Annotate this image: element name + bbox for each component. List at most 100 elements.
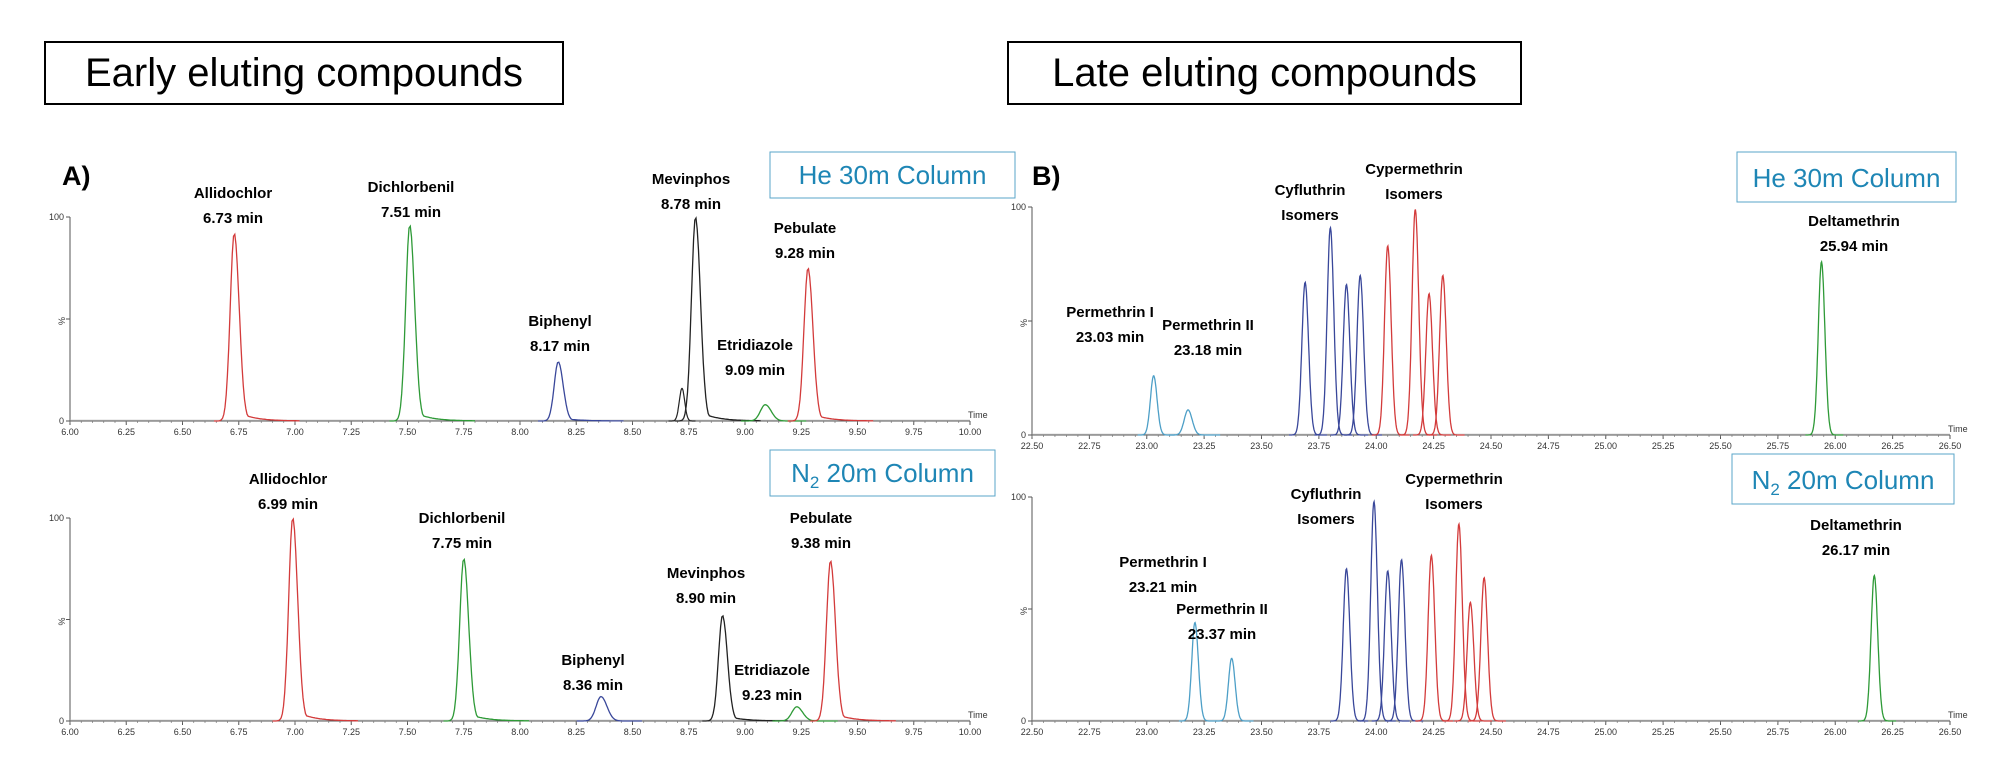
peak-5 xyxy=(1371,569,1410,722)
x-tick-label: 24.00 xyxy=(1365,727,1388,737)
peak-label: 6.99 min xyxy=(258,496,318,513)
x-axis-label: Time xyxy=(1948,710,1968,720)
peak-label: Biphenyl xyxy=(528,313,591,330)
early-section-title: Early eluting compounds xyxy=(44,41,564,105)
x-tick-label: 24.50 xyxy=(1480,441,1503,451)
peak-label: Permethrin I xyxy=(1119,554,1207,571)
x-tick-label: 9.50 xyxy=(849,727,867,737)
x-tick-label: 23.25 xyxy=(1193,441,1216,451)
peak-5 xyxy=(1330,282,1369,436)
column-label: N2 20m Column xyxy=(1752,465,1935,499)
peak-label: 8.90 min xyxy=(676,590,736,607)
peak-label: Cypermethrin xyxy=(1365,161,1463,178)
peak-11 xyxy=(1858,573,1897,722)
column-label-box xyxy=(1736,151,1957,203)
x-tick-label: 6.00 xyxy=(61,727,79,737)
x-tick-label: 25.25 xyxy=(1652,727,1675,737)
x-tick-label: 23.50 xyxy=(1250,727,1273,737)
x-tick-label: 25.00 xyxy=(1594,727,1617,737)
peak-label: 23.37 min xyxy=(1188,626,1256,643)
x-tick-label: 8.25 xyxy=(567,727,585,737)
y-tick-label: 100 xyxy=(49,212,64,222)
peak-label: 7.75 min xyxy=(432,535,492,552)
peak-10 xyxy=(1468,576,1506,722)
peak-label: Etridiazole xyxy=(717,337,793,354)
peak-3 xyxy=(538,361,624,422)
y-axis-label: % xyxy=(57,618,67,626)
x-tick-label: 9.25 xyxy=(792,427,810,437)
peak-6 xyxy=(810,559,896,722)
x-tick-label: 25.00 xyxy=(1594,441,1617,451)
chart-panel-3: 22.50 22.75 23.00 23.25 23.50 23.75 24.00 24.25… xyxy=(1011,151,1968,451)
x-tick-label: 23.25 xyxy=(1193,727,1216,737)
x-tick-label: 7.75 xyxy=(455,427,473,437)
peak-label: Isomers xyxy=(1385,186,1443,203)
peak-6 xyxy=(787,267,874,422)
x-tick-label: 26.50 xyxy=(1939,441,1962,451)
x-tick-label: 8.50 xyxy=(624,427,642,437)
peak-2 xyxy=(389,224,475,422)
peak-label: 9.23 min xyxy=(742,687,802,704)
x-tick-label: 23.75 xyxy=(1308,441,1331,451)
peak-label: 8.17 min xyxy=(530,338,590,355)
peak-label: Dichlorbenil xyxy=(419,510,506,527)
y-tick-label: 0 xyxy=(1021,716,1026,726)
peak-4 xyxy=(675,216,761,422)
x-tick-label: 22.50 xyxy=(1021,727,1044,737)
column-label: He 30m Column xyxy=(799,160,987,190)
x-tick-label: 23.00 xyxy=(1135,727,1158,737)
x-tick-label: 7.25 xyxy=(342,427,360,437)
peak-1 xyxy=(1137,374,1176,436)
x-tick-label: 25.50 xyxy=(1709,727,1732,737)
peak-label: Permethrin II xyxy=(1176,601,1268,618)
y-tick-label: 0 xyxy=(59,416,64,426)
peak-label: Pebulate xyxy=(790,510,853,527)
x-tick-label: 22.75 xyxy=(1078,727,1101,737)
x-tick-label: 24.50 xyxy=(1480,727,1503,737)
peak-label: Cyfluthrin xyxy=(1275,182,1346,199)
chart-panel-1: 6.00 6.25 6.50 6.75 7.00 7.25 7.50 7.75 8.00 8.25… xyxy=(49,151,1016,437)
peak-label: Allidochlor xyxy=(194,185,272,202)
peak-3 xyxy=(1330,567,1369,722)
peak-label: Deltamethrin xyxy=(1808,213,1900,230)
column-label: He 30m Column xyxy=(1753,163,1941,193)
peak-label: 23.03 min xyxy=(1076,329,1144,346)
x-tick-label: 9.25 xyxy=(792,727,810,737)
x-tick-label: 6.75 xyxy=(230,727,248,737)
peak-9 xyxy=(1413,292,1451,436)
x-tick-label: 6.50 xyxy=(174,427,192,437)
x-tick-label: 6.00 xyxy=(61,427,79,437)
x-tick-label: 26.00 xyxy=(1824,727,1847,737)
peak-2 xyxy=(443,557,529,722)
peak-label: Dichlorbenil xyxy=(368,179,455,196)
x-tick-label: 10.00 xyxy=(959,727,982,737)
y-axis-label: % xyxy=(1019,319,1029,327)
peak-label: Allidochlor xyxy=(249,471,327,488)
x-tick-label: 23.50 xyxy=(1250,441,1273,451)
x-tick-label: 8.00 xyxy=(511,427,529,437)
x-tick-label: 6.25 xyxy=(117,427,135,437)
x-tick-label: 8.25 xyxy=(567,427,585,437)
peak-8 xyxy=(1442,521,1481,722)
x-tick-label: 26.50 xyxy=(1939,727,1962,737)
peak-10 xyxy=(1426,273,1465,436)
x-tick-label: 24.25 xyxy=(1422,727,1445,737)
x-tick-label: 25.25 xyxy=(1652,441,1675,451)
peak-label: Mevinphos xyxy=(652,171,730,188)
x-tick-label: 7.75 xyxy=(455,727,473,737)
peak-label: 7.51 min xyxy=(381,204,441,221)
peak-label: 6.73 min xyxy=(203,210,263,227)
y-tick-label: 100 xyxy=(49,513,64,523)
peak-label: 26.17 min xyxy=(1822,542,1890,559)
peak-label: Cyfluthrin xyxy=(1291,486,1362,503)
peak-1 xyxy=(272,517,358,722)
peak-label: Deltamethrin xyxy=(1810,517,1902,534)
x-tick-label: 7.25 xyxy=(342,727,360,737)
peak-5 xyxy=(740,404,807,422)
y-axis-label: % xyxy=(57,317,67,325)
peak-label: Mevinphos xyxy=(667,565,745,582)
x-tick-label: 8.75 xyxy=(680,427,698,437)
peak-1 xyxy=(1178,621,1217,722)
peak-4 xyxy=(1314,225,1353,436)
